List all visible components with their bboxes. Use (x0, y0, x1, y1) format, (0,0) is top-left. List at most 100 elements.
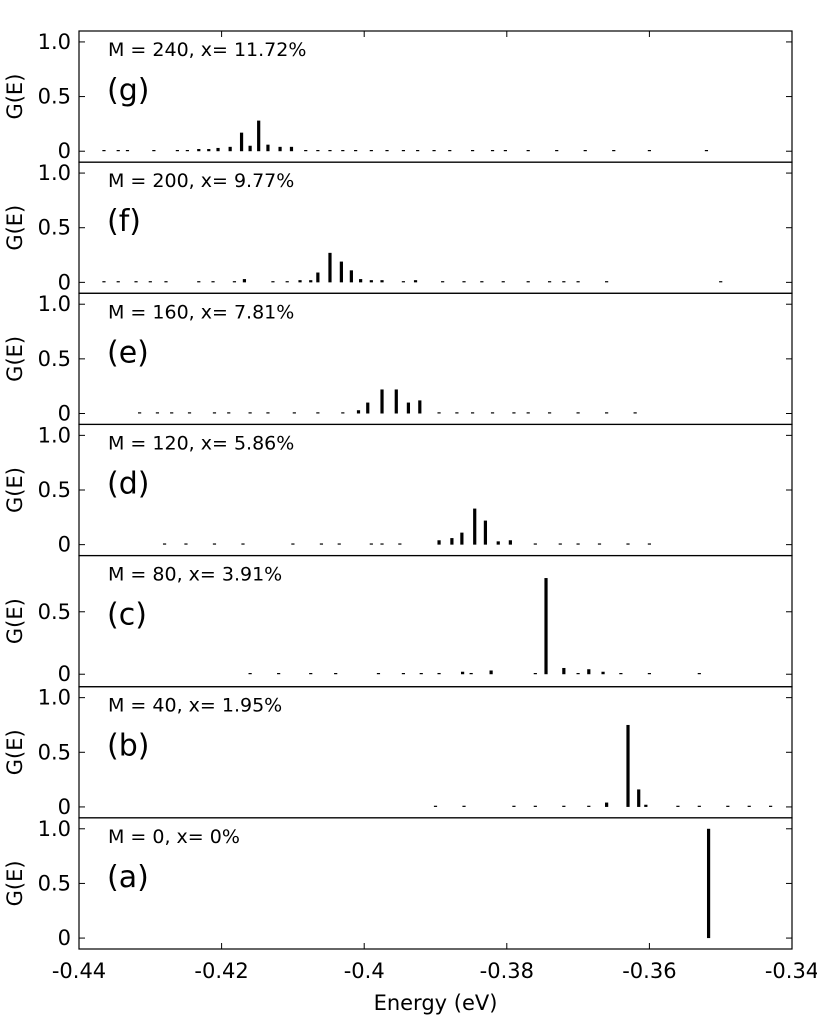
bar-g-22 (385, 150, 389, 152)
bar-f-11 (298, 280, 302, 283)
panel-frame-a (78, 817, 793, 950)
bar-f-10 (285, 281, 289, 283)
panel-annotation-b: M = 40, x= 1.95% (108, 695, 282, 717)
y-tick-label-a-2: 0 (58, 926, 71, 950)
bar-e-18 (455, 412, 459, 414)
bar-g-28 (490, 150, 495, 152)
bar-g-10 (239, 132, 244, 152)
bar-e-14 (394, 389, 398, 414)
bar-g-7 (207, 149, 211, 152)
panel-letter-f: (f) (107, 204, 141, 239)
bar-f-24 (480, 281, 484, 283)
bar-g-23 (401, 150, 406, 152)
bar-c-5 (401, 673, 406, 675)
bar-g-32 (583, 150, 587, 152)
x-tick-label-1: -0.42 (194, 959, 248, 983)
bar-b-13 (747, 805, 751, 807)
bar-d-21 (626, 543, 630, 545)
bar-d-4 (291, 543, 295, 545)
bar-f-23 (462, 281, 466, 283)
bar-f-21 (413, 280, 418, 283)
y-axis-label-a: G(E) (3, 860, 27, 906)
panel-annotation-e: M = 160, x= 7.81% (108, 301, 294, 323)
bar-f-3 (148, 281, 152, 283)
x-tick-label-2: -0.4 (344, 959, 385, 983)
y-tick-label-d-1: 0.5 (38, 478, 71, 502)
panel-letter-d: (d) (107, 466, 149, 501)
bar-g-2 (125, 150, 130, 152)
bar-c-3 (334, 673, 338, 675)
bar-d-14 (483, 520, 488, 545)
x-tick-label-0: -0.44 (52, 959, 106, 983)
bar-d-2 (212, 543, 217, 545)
bar-c-1 (277, 673, 281, 675)
bar-d-7 (369, 543, 373, 545)
bar-g-3 (152, 150, 156, 152)
x-tick-label-4: -0.36 (622, 959, 676, 983)
bar-g-30 (526, 150, 530, 152)
bar-g-16 (304, 150, 308, 152)
bar-b-7 (626, 724, 630, 807)
panel-annotation-a: M = 0, x= 0% (108, 826, 240, 848)
bar-d-0 (162, 543, 167, 545)
y-tick-label-b-2: 0 (58, 795, 71, 819)
bar-d-19 (576, 543, 580, 545)
bar-f-12 (309, 280, 313, 283)
x-axis-label: Energy (eV) (374, 991, 498, 1015)
bar-d-8 (380, 543, 384, 545)
bar-d-13 (473, 508, 477, 545)
bar-g-27 (470, 150, 475, 152)
bar-c-17 (619, 673, 623, 675)
bar-f-0 (102, 281, 106, 283)
bar-f-4 (164, 281, 168, 283)
bar-f-19 (380, 280, 384, 283)
bar-g-33 (612, 150, 616, 152)
bar-b-14 (769, 805, 773, 807)
y-tick-label-g-0: 1.0 (38, 30, 71, 54)
bar-g-21 (369, 150, 373, 152)
bar-e-13 (380, 389, 384, 414)
bar-f-15 (339, 261, 343, 283)
bar-g-12 (257, 120, 261, 152)
bar-f-28 (562, 281, 566, 283)
panel-letter-a: (a) (107, 860, 149, 895)
y-tick-label-e-2: 0 (58, 402, 71, 426)
y-tick-label-a-0: 1.0 (38, 817, 71, 841)
bar-f-2 (134, 281, 138, 283)
bar-e-19 (470, 412, 475, 414)
bar-f-14 (328, 252, 332, 283)
bar-b-4 (562, 805, 566, 807)
panel-annotation-g: M = 240, x= 11.72% (108, 39, 306, 61)
panel-letter-g: (g) (107, 73, 149, 108)
bar-d-5 (319, 543, 324, 545)
bar-d-20 (597, 543, 602, 545)
y-axis-label-g: G(E) (3, 74, 27, 120)
bar-e-22 (526, 412, 530, 414)
bar-g-11 (248, 145, 252, 152)
bar-g-26 (448, 150, 452, 152)
bar-f-29 (576, 281, 580, 283)
bar-f-31 (719, 281, 723, 283)
bar-f-16 (349, 270, 353, 283)
bar-d-18 (558, 543, 562, 545)
bar-d-12 (460, 532, 464, 545)
bar-g-5 (185, 150, 189, 152)
bar-b-8 (637, 789, 641, 807)
bar-d-1 (184, 543, 188, 545)
y-tick-label-e-1: 0.5 (38, 347, 71, 371)
bar-a-0 (706, 828, 711, 939)
x-tick-label-5: -0.34 (765, 959, 817, 983)
bar-b-9 (644, 804, 648, 807)
panel-letter-c: (c) (107, 598, 147, 633)
bar-c-13 (562, 667, 566, 675)
bar-f-17 (359, 279, 363, 283)
bar-d-17 (533, 543, 537, 545)
bar-g-34 (647, 150, 651, 152)
y-axis-label-f: G(E) (3, 205, 27, 251)
y-tick-label-f-2: 0 (58, 270, 71, 294)
bar-g-35 (704, 150, 709, 152)
bar-g-24 (416, 150, 420, 152)
x-tick-label-3: -0.38 (480, 959, 534, 983)
bar-e-1 (155, 412, 160, 414)
bar-e-7 (266, 412, 270, 414)
